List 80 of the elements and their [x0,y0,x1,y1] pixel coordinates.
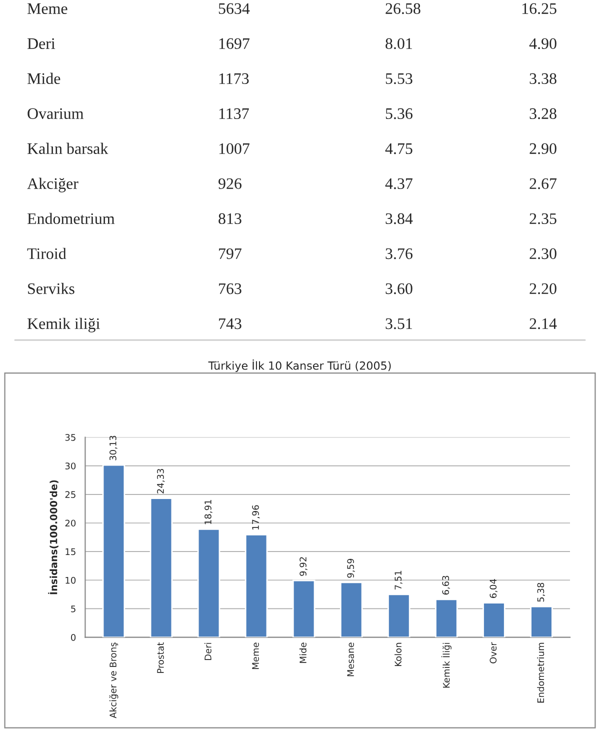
text: 926 [218,178,242,190]
text: 1137 [219,108,249,120]
text: 3.60 [386,283,412,294]
x-tick-label: Akciğer ve Bronş [109,642,118,718]
y-tick-label: 10 [66,576,76,584]
text: Deri [27,38,56,50]
bar [482,602,506,638]
text: Serviks [28,282,74,294]
text: Kemik iliği [27,318,100,332]
bar [340,582,363,638]
x-tick-label: Over [490,642,497,664]
text: 8.01 [386,38,412,50]
bar [292,580,316,638]
bar [435,598,458,638]
text: Endometrium [27,212,115,224]
text: 2.14 [530,318,557,330]
text: 3.28 [530,108,556,120]
text: 743 [219,318,242,330]
text: Mide [27,72,60,84]
y-tick-label: 20 [65,520,76,527]
text: 4.37 [385,178,412,190]
text: 797 [219,248,242,260]
text: Meme [27,3,68,14]
x-tick-label: Mide [299,642,306,663]
y-tick-label: 25 [65,491,76,498]
x-tick-label: Kemik İliği [441,643,452,688]
text: Akciğer [27,178,78,192]
x-tick-label: Deri [204,643,212,660]
data-label: 6,04 [490,579,498,598]
data-label: 9,59 [347,558,355,578]
bar [102,464,126,638]
text: 16.25 [522,3,556,14]
text: 3.38 [530,73,556,84]
text: 813 [218,213,242,224]
data-label: 30,13 [110,436,118,460]
bar [197,528,220,638]
x-tick-label: Meme [252,642,259,669]
text: 5.53 [386,73,412,84]
text: 5.36 [386,108,412,120]
text: 26.58 [386,3,420,14]
text: 3.84 [386,213,413,224]
text: 2.20 [530,283,556,294]
text: 4.90 [529,38,556,50]
text: 1697 [219,38,250,50]
x-tick-label: Endometrium [537,642,544,703]
y-tick-label: 35 [65,434,76,441]
data-label: 9,92 [300,557,308,576]
text: Ovarium [28,108,84,120]
text: 3.76 [386,248,412,260]
data-label: 18,91 [204,500,212,524]
text: Tiroid [27,248,66,260]
text: 3.51 [386,318,412,330]
text: Kalın barsak [27,142,108,154]
y-tick-label: 5 [71,606,76,612]
chart-title: Türkiye İlk 10 Kanser Türü (2005) [208,360,391,372]
bar [244,534,268,638]
x-tick-label: Mesane [347,642,354,676]
text: 2.35 [530,213,556,224]
data-label: 24,33 [157,468,165,494]
text: 2.30 [530,248,556,260]
y-tick-label: 0 [71,634,76,641]
text: 4.75 [385,143,412,154]
bar [150,498,173,638]
y-tick-label: 30 [65,462,76,470]
data-label: 7,51 [394,570,402,590]
data-label: 6,63 [442,576,450,595]
bar [530,606,553,638]
text: 2.67 [530,178,557,190]
text: 1173 [219,73,249,84]
y-axis-title: İnsidans(100.000'de) [48,480,58,594]
text: 763 [219,283,242,294]
x-tick-label: Kolon [394,642,402,666]
text: 2.90 [530,143,556,154]
x-tick-label: Prostat [157,642,164,673]
bar [388,594,410,638]
data-label: 17,96 [252,505,260,530]
text: 5634 [218,3,250,14]
data-label: 5,38 [537,582,546,602]
text: 1007 [219,143,250,154]
y-tick-label: 15 [66,548,76,556]
